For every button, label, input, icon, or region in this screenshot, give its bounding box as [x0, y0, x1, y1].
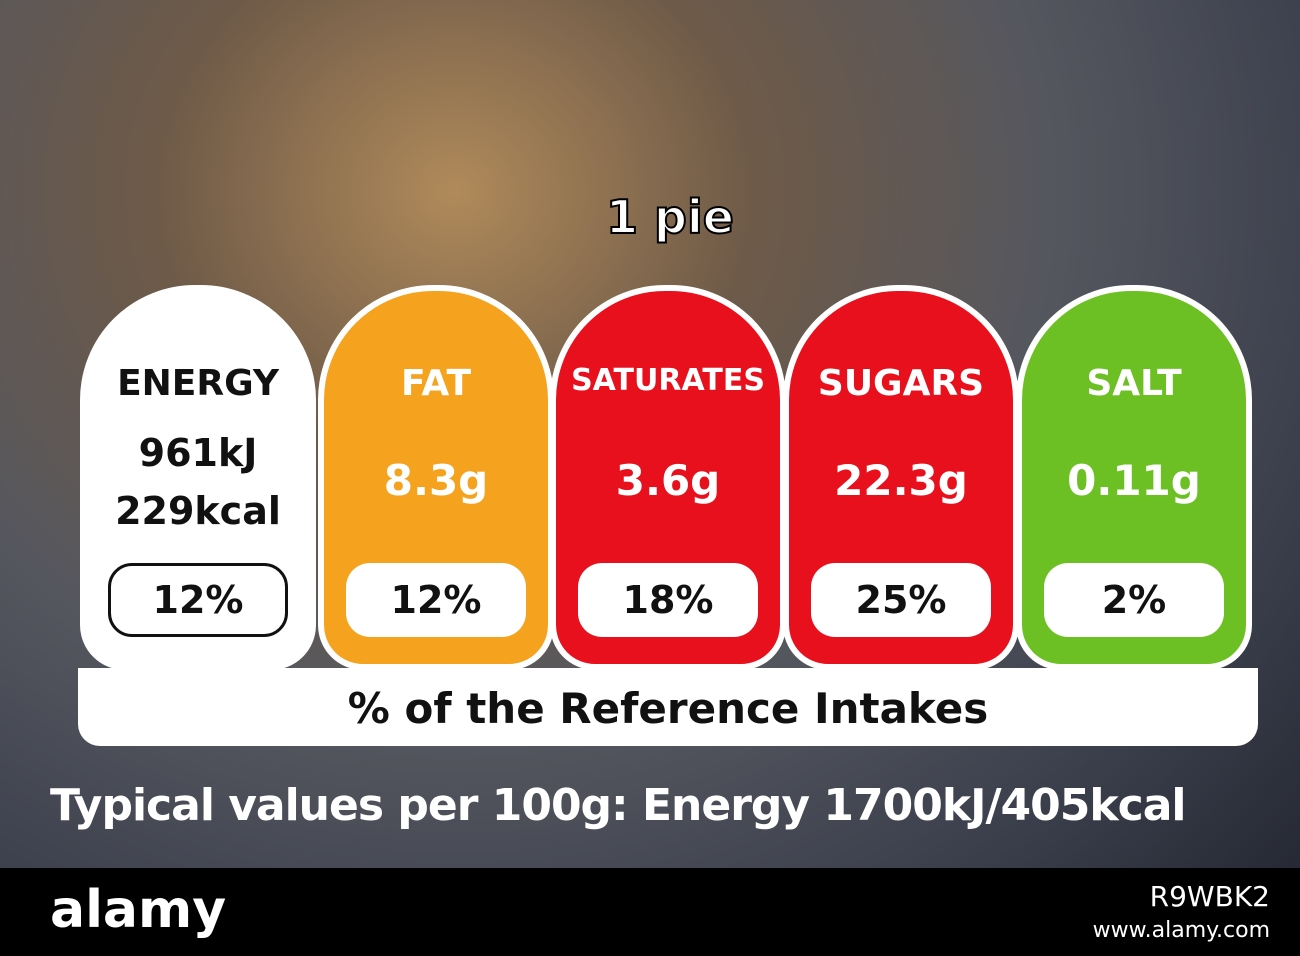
nutrient-amount: 0.11g: [1067, 456, 1201, 505]
nutrient-percent: 25%: [811, 563, 991, 637]
nutrient-name: ENERGY: [117, 363, 279, 404]
typical-values: Typical values per 100g: Energy 1700kJ/4…: [50, 780, 1187, 831]
watermark-bar: [0, 868, 1300, 956]
nutrient-name: SUGARS: [817, 363, 985, 404]
nutrient-percent: 18%: [578, 563, 758, 637]
nutrient-percent: 12%: [346, 563, 526, 637]
nutrient-pill: SATURATES 3.6g 18%: [550, 285, 786, 670]
nutrient-pill: ENERGY 961kJ 229kcal 12%: [80, 285, 316, 670]
nutrient-percent: 12%: [108, 563, 288, 637]
reference-note: % of the Reference Intakes: [347, 684, 989, 733]
nutrient-amount: 8.3g: [383, 456, 489, 505]
nutrient-pill: SALT 0.11g 2%: [1016, 285, 1252, 670]
nutrient-percent: 2%: [1044, 563, 1224, 637]
nutrient-pill: FAT 8.3g 12%: [318, 285, 554, 670]
nutrient-name: SATURATES: [571, 363, 765, 398]
brand: alamy: [50, 880, 227, 940]
nutrient-amount: 22.3g: [834, 456, 968, 505]
url: www.alamy.com: [1092, 918, 1270, 943]
reference-bar: [78, 668, 1258, 746]
nutrient-amount: 3.6g: [615, 456, 721, 505]
nutrient-amount: 229kcal: [115, 489, 281, 533]
image-id: R9WBK2: [1149, 880, 1270, 913]
nutrient-pill: SUGARS 22.3g 25%: [783, 285, 1019, 670]
nutrient-amount: 961kJ: [138, 431, 258, 475]
nutrient-name: SALT: [1086, 363, 1182, 404]
serving: 1 pie: [605, 189, 735, 245]
nutrient-name: FAT: [400, 363, 472, 404]
